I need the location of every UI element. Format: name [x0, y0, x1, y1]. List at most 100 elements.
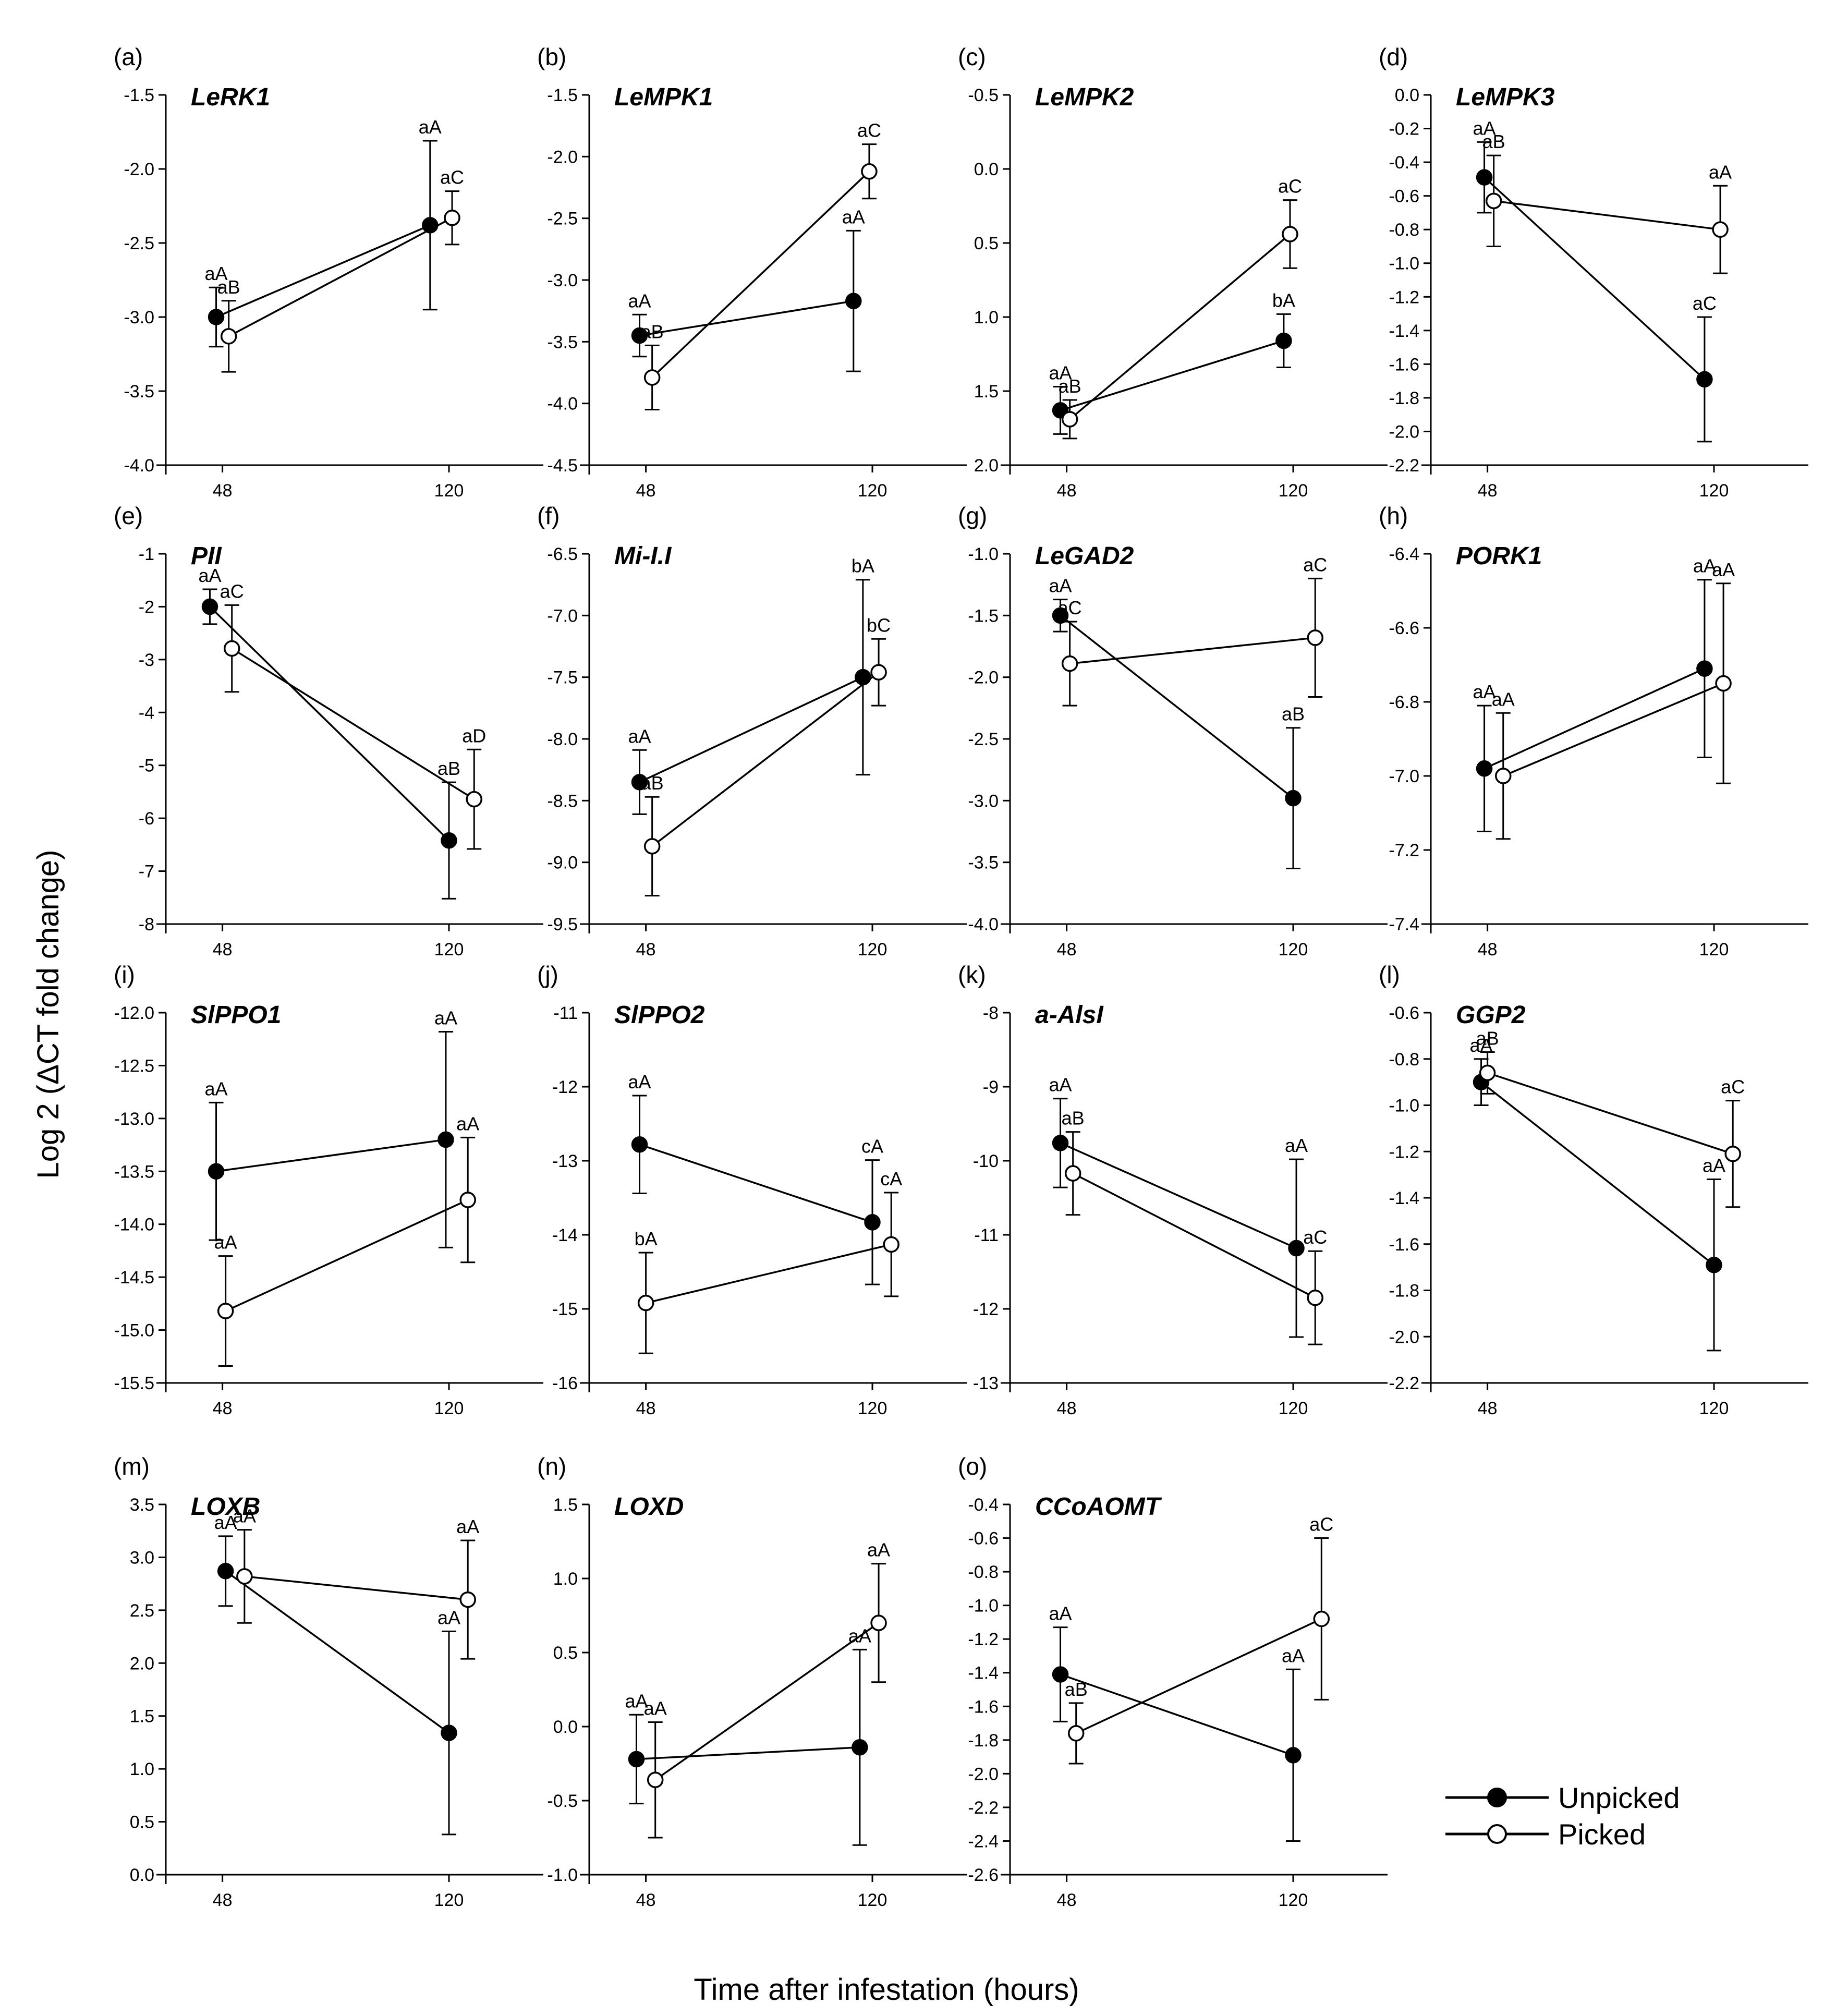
y-tick-label: -1.5	[968, 606, 999, 626]
significance-label-unpicked: aA	[628, 290, 651, 311]
significance-label-unpicked: aB	[437, 758, 460, 779]
data-point-picked	[643, 838, 661, 855]
y-tick-label: -11	[974, 1225, 999, 1245]
y-tick-label: -14	[552, 1225, 578, 1245]
y-tick-label: -1.5	[124, 86, 154, 105]
y-tick-label: -7	[139, 862, 154, 882]
data-point-picked	[1307, 629, 1323, 646]
data-point-picked	[1724, 1145, 1741, 1162]
y-tick-label: -4	[139, 703, 154, 723]
y-tick-label: -7.2	[1389, 841, 1419, 860]
series-line-picked	[1069, 637, 1316, 665]
significance-label-unpicked: aA	[1282, 1645, 1305, 1666]
y-tick-label: -6	[139, 809, 154, 829]
y-tick-label: -0.8	[1389, 1050, 1419, 1070]
y-tick-label: 1.5	[553, 1495, 578, 1515]
legend-marker-picked	[1487, 1824, 1507, 1844]
significance-label-picked: aC	[1303, 1226, 1327, 1248]
data-point-unpicked	[1285, 790, 1302, 807]
gene-title: LOXD	[614, 1493, 684, 1521]
data-point-picked	[466, 791, 483, 808]
y-tick-label: -1.8	[1389, 1281, 1419, 1301]
data-point-picked	[1715, 675, 1732, 692]
y-tick-label: -2	[139, 597, 154, 617]
data-point-unpicked	[441, 832, 457, 849]
series-line-unpicked	[1483, 176, 1706, 380]
y-tick-label: -1.4	[1389, 321, 1419, 341]
y-tick-label: 0.0	[1395, 86, 1419, 105]
panel-lempk3: -2.2 -2.0 -1.8 -1.6 -1.4 -1.2 -1.0 -0.8 -0.6 -0.4…	[1379, 43, 1808, 501]
y-tick-label: 0.5	[974, 234, 999, 253]
data-point-picked	[223, 640, 240, 657]
significance-label-unpicked: aA	[625, 1690, 648, 1711]
y-tick-label: -2.5	[124, 234, 154, 253]
series-line-picked	[1069, 233, 1291, 420]
y-tick-label: -0.5	[547, 1791, 578, 1811]
significance-label-picked: aC	[1278, 176, 1302, 197]
significance-label-picked: aA	[456, 1516, 479, 1537]
y-tick-label: -6.4	[1389, 544, 1419, 564]
panel-letter: (h)	[1379, 502, 1408, 529]
y-tick-label: -0.8	[968, 1562, 999, 1582]
data-point-unpicked	[1476, 169, 1493, 186]
data-point-unpicked	[208, 1163, 225, 1180]
data-point-picked	[1307, 1289, 1323, 1306]
y-tick-label: -0.4	[1389, 153, 1419, 173]
significance-label-unpicked: aA	[205, 1078, 228, 1099]
series-line-unpicked	[639, 676, 864, 783]
y-tick-label: -0.5	[968, 86, 999, 105]
x-tick-label: 120	[858, 1399, 887, 1418]
data-point-unpicked	[441, 1724, 457, 1741]
significance-label-picked: bC	[867, 614, 891, 636]
y-tick-label: -0.4	[968, 1495, 999, 1515]
data-point-picked	[1061, 411, 1078, 428]
y-tick-label: -2.2	[1389, 456, 1419, 476]
y-tick-label: -9.5	[547, 915, 578, 934]
y-tick-label: -13	[973, 1374, 999, 1393]
y-tick-label: -0.8	[1389, 220, 1419, 240]
y-tick-label: -1.4	[1389, 1188, 1419, 1208]
data-point-picked	[1061, 655, 1078, 672]
data-point-picked	[1313, 1610, 1330, 1628]
data-point-picked	[861, 163, 878, 180]
data-point-unpicked	[1696, 660, 1713, 677]
series-line-picked	[651, 171, 870, 379]
x-tick-label: 120	[858, 481, 887, 501]
y-tick-label: -3.0	[968, 791, 999, 811]
y-tick-label: -0.6	[1389, 187, 1419, 207]
data-point-picked	[1064, 1165, 1081, 1182]
y-tick-label: 1.5	[130, 1707, 154, 1727]
data-point-unpicked	[1476, 760, 1493, 777]
data-point-unpicked	[1706, 1256, 1722, 1273]
y-tick-label: -14.0	[114, 1215, 155, 1235]
panel-letter: (o)	[958, 1453, 987, 1480]
series-line-unpicked	[209, 606, 450, 841]
y-tick-label: -15.0	[114, 1321, 155, 1341]
panel-slppo2: -16 -15 -14 -13 -12 -11 48 120 (j) SlPPO2 aA cA bA cA	[537, 961, 967, 1418]
significance-label-picked: aB	[1476, 1027, 1499, 1049]
series-line-unpicked	[216, 1138, 446, 1173]
data-point-unpicked	[1052, 1666, 1069, 1683]
x-tick-label: 48	[1057, 1399, 1077, 1418]
y-tick-label: 3.0	[130, 1548, 154, 1568]
y-tick-label: -2.5	[968, 730, 999, 749]
y-tick-label: -0.2	[1389, 119, 1419, 139]
data-point-unpicked	[855, 669, 871, 686]
significance-label-unpicked: aA	[419, 116, 442, 138]
panel-ggp2: -2.2 -2.0 -1.8 -1.6 -1.4 -1.2 -1.0 -0.8 -0.6 48 12…	[1379, 961, 1808, 1418]
significance-label-unpicked: aA	[842, 206, 865, 227]
series-line-picked	[231, 648, 475, 800]
gene-title: LeGAD2	[1035, 542, 1134, 570]
y-tick-label: -1.0	[968, 1596, 999, 1616]
panel-letter: (g)	[958, 502, 987, 529]
y-tick-label: -3.5	[547, 332, 578, 352]
significance-label-unpicked: aA	[628, 1071, 651, 1092]
y-tick-label: -2.5	[547, 209, 578, 229]
significance-label-picked: aD	[462, 725, 486, 746]
legend: Unpicked Picked	[1445, 1781, 1680, 1851]
y-tick-label: -0.6	[968, 1529, 999, 1549]
x-tick-label: 48	[1478, 1399, 1498, 1418]
significance-label-unpicked: aA	[214, 1512, 237, 1533]
x-tick-label: 120	[1699, 1399, 1729, 1418]
